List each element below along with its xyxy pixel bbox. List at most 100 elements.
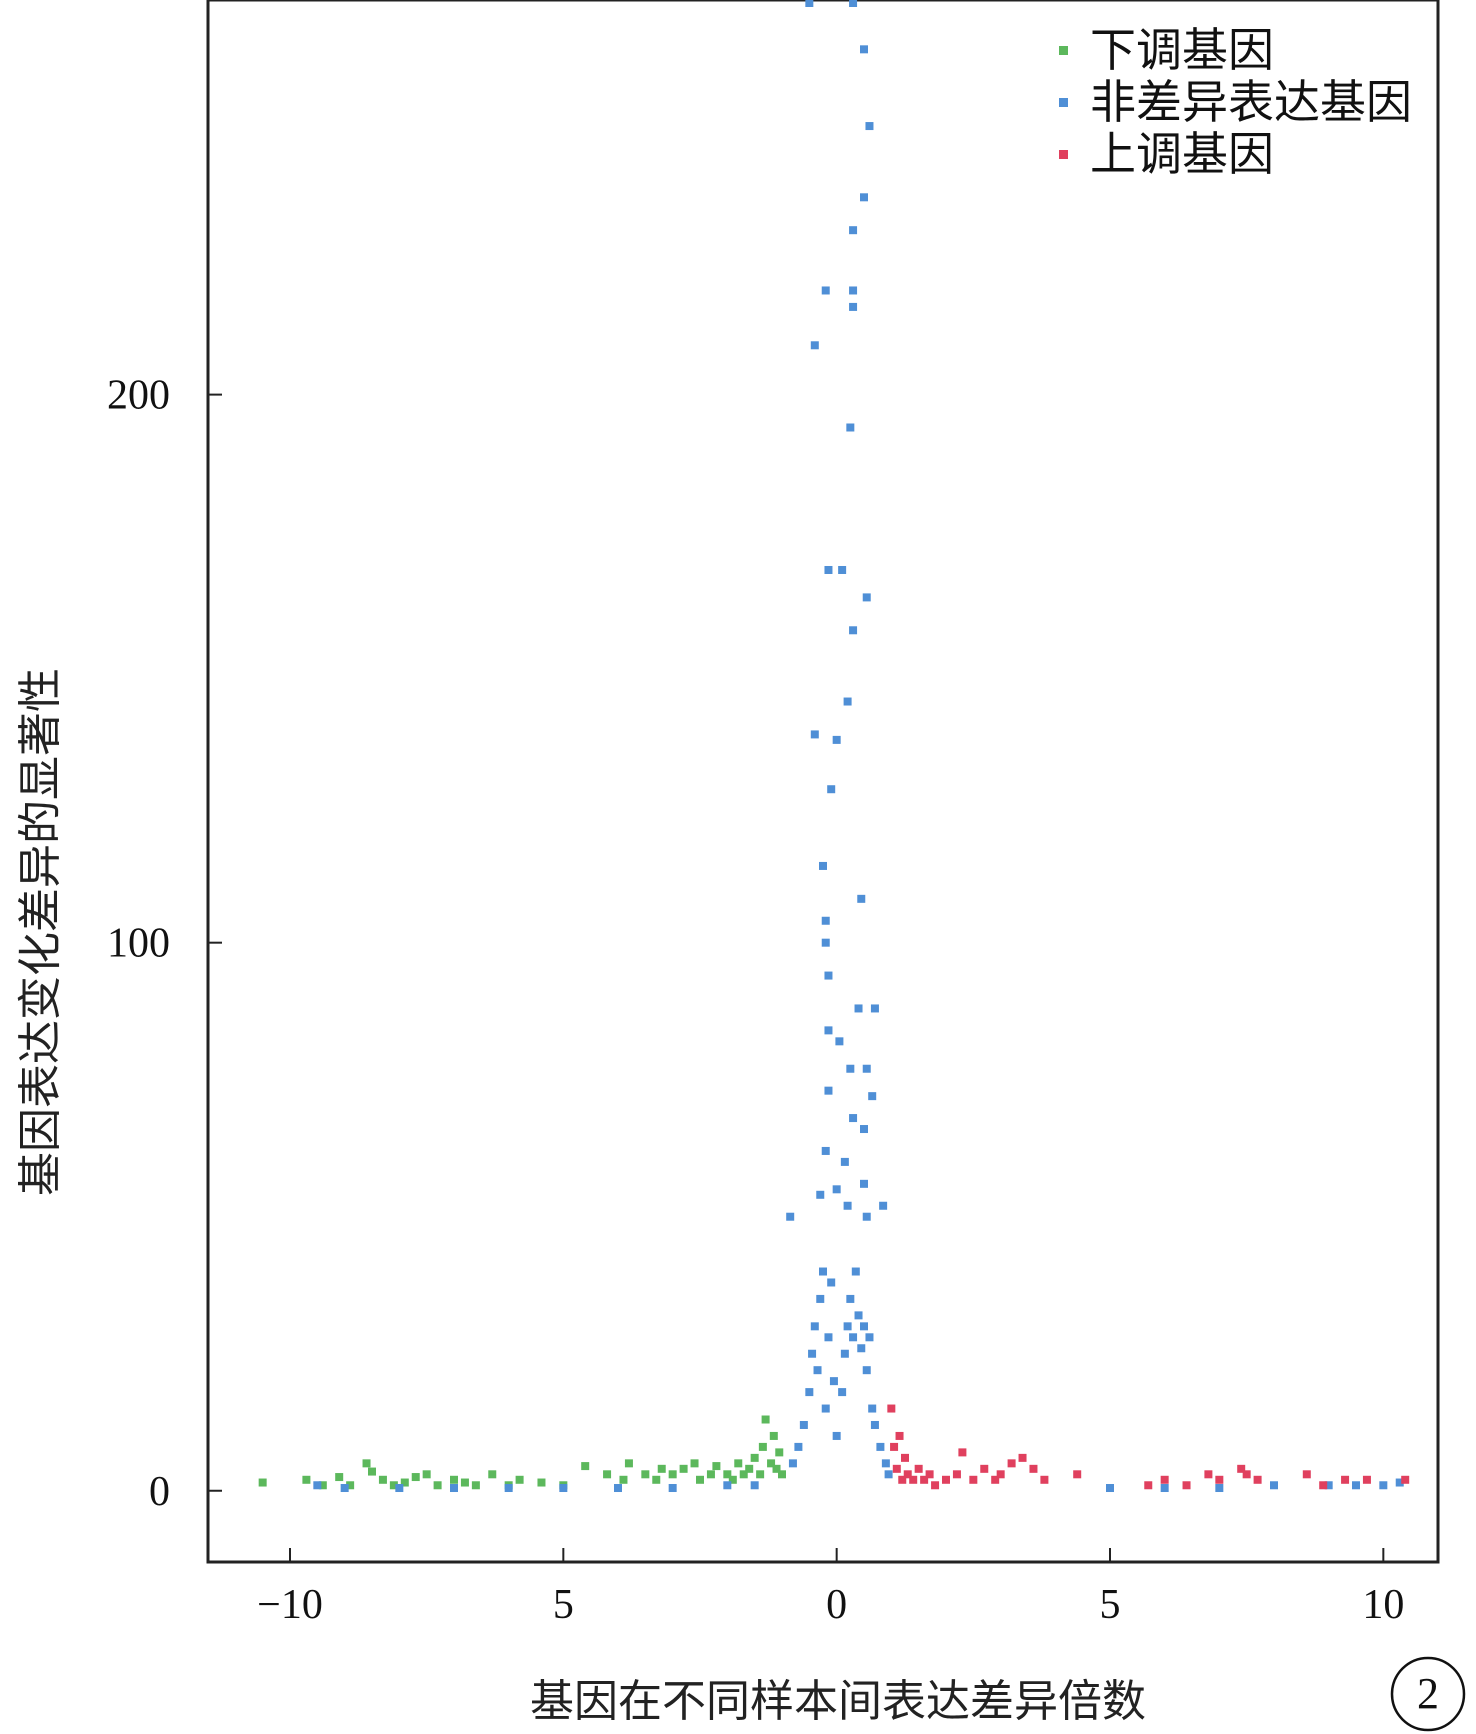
data-point [614, 1484, 622, 1493]
data-point [433, 1481, 442, 1490]
figure-badge-label: 2 [1417, 1669, 1439, 1718]
data-point [537, 1478, 546, 1487]
data-point [821, 916, 830, 925]
data-point [958, 1448, 967, 1457]
data-point [870, 1420, 879, 1429]
y-axis: 0 100 200 [107, 373, 222, 1515]
data-point [860, 45, 868, 54]
legend-marker [1059, 150, 1068, 159]
data-point [1106, 1484, 1114, 1493]
data-point [991, 1475, 1000, 1484]
legend-label: 上调基因 [1090, 127, 1274, 181]
data-point [1204, 1470, 1213, 1479]
x-axis-title: 基因在不同样本间表达差异倍数 [530, 1676, 1146, 1727]
data-points [258, 0, 1410, 1493]
data-point [849, 0, 858, 7]
y-tick-label: 100 [107, 921, 170, 967]
data-point [1302, 1470, 1311, 1479]
data-point [756, 1470, 765, 1479]
legend-label: 下调基因 [1090, 23, 1274, 77]
legend-label: 非差异表达基因 [1090, 75, 1412, 129]
data-point [389, 1481, 398, 1490]
data-point [1395, 1478, 1404, 1487]
data-point [335, 1473, 344, 1482]
data-point [813, 1366, 822, 1375]
data-point [920, 1475, 929, 1484]
data-point [794, 1442, 803, 1451]
data-point [395, 1484, 404, 1493]
data-point [1018, 1453, 1027, 1462]
data-point [1144, 1481, 1153, 1490]
data-point [734, 1459, 743, 1468]
data-point [504, 1484, 513, 1493]
legend-marker [1059, 98, 1068, 107]
data-point [868, 1404, 877, 1413]
data-point [846, 1064, 855, 1073]
x-tick-label: 0 [826, 1582, 847, 1628]
data-point [914, 1464, 923, 1473]
data-point [895, 1431, 904, 1440]
data-point [879, 1201, 888, 1210]
data-point [849, 226, 858, 235]
plot-frame [206, 0, 1440, 1564]
data-point [706, 1470, 715, 1479]
data-point [862, 593, 871, 602]
data-point [819, 1267, 827, 1276]
data-point [819, 861, 827, 870]
data-point [851, 1267, 860, 1276]
data-point [1182, 1481, 1191, 1490]
data-point [1040, 1475, 1049, 1484]
data-point [641, 1470, 650, 1479]
legend-item: 上调基因 [1059, 127, 1274, 181]
data-point [362, 1459, 371, 1468]
data-point [1341, 1475, 1350, 1484]
data-point [824, 565, 833, 574]
data-point [996, 1470, 1005, 1479]
data-point [870, 1004, 879, 1013]
data-point [378, 1475, 387, 1484]
data-point [1253, 1475, 1262, 1484]
data-point [258, 1478, 267, 1487]
data-point [843, 1201, 852, 1210]
data-point [903, 1470, 912, 1479]
data-point [786, 1212, 795, 1221]
data-point [832, 1431, 841, 1440]
data-point [712, 1462, 721, 1471]
series-0 [258, 1415, 786, 1490]
data-point [1215, 1484, 1224, 1493]
data-point [816, 1190, 825, 1199]
data-point [668, 1484, 677, 1493]
data-point [849, 1114, 858, 1123]
data-point [843, 1322, 852, 1331]
data-point [890, 1442, 899, 1451]
data-point [488, 1470, 497, 1479]
data-point [810, 341, 819, 350]
data-point [758, 1442, 767, 1451]
data-point [460, 1478, 469, 1487]
data-point [810, 1322, 819, 1331]
data-point [1029, 1464, 1038, 1473]
data-point [862, 1366, 871, 1375]
data-point [581, 1462, 590, 1471]
data-point [884, 1470, 893, 1479]
x-axis: −10 5 0 5 10 [257, 1548, 1404, 1628]
data-point [1160, 1484, 1169, 1493]
data-point [769, 1431, 778, 1440]
data-point [846, 1294, 855, 1303]
data-point [302, 1475, 311, 1484]
data-point [805, 1388, 814, 1397]
data-point [723, 1470, 732, 1479]
data-point [835, 1037, 844, 1046]
data-point [816, 1294, 825, 1303]
legend-item: 下调基因 [1059, 23, 1274, 77]
data-point [829, 1377, 838, 1386]
data-point [411, 1473, 420, 1482]
data-point [1379, 1481, 1388, 1490]
data-point [846, 423, 855, 432]
series-2 [887, 1404, 1410, 1490]
data-point [1319, 1481, 1328, 1490]
data-point [788, 1459, 797, 1468]
data-point [1362, 1475, 1371, 1484]
x-tick-label: 5 [1100, 1582, 1121, 1628]
data-point [849, 626, 858, 635]
